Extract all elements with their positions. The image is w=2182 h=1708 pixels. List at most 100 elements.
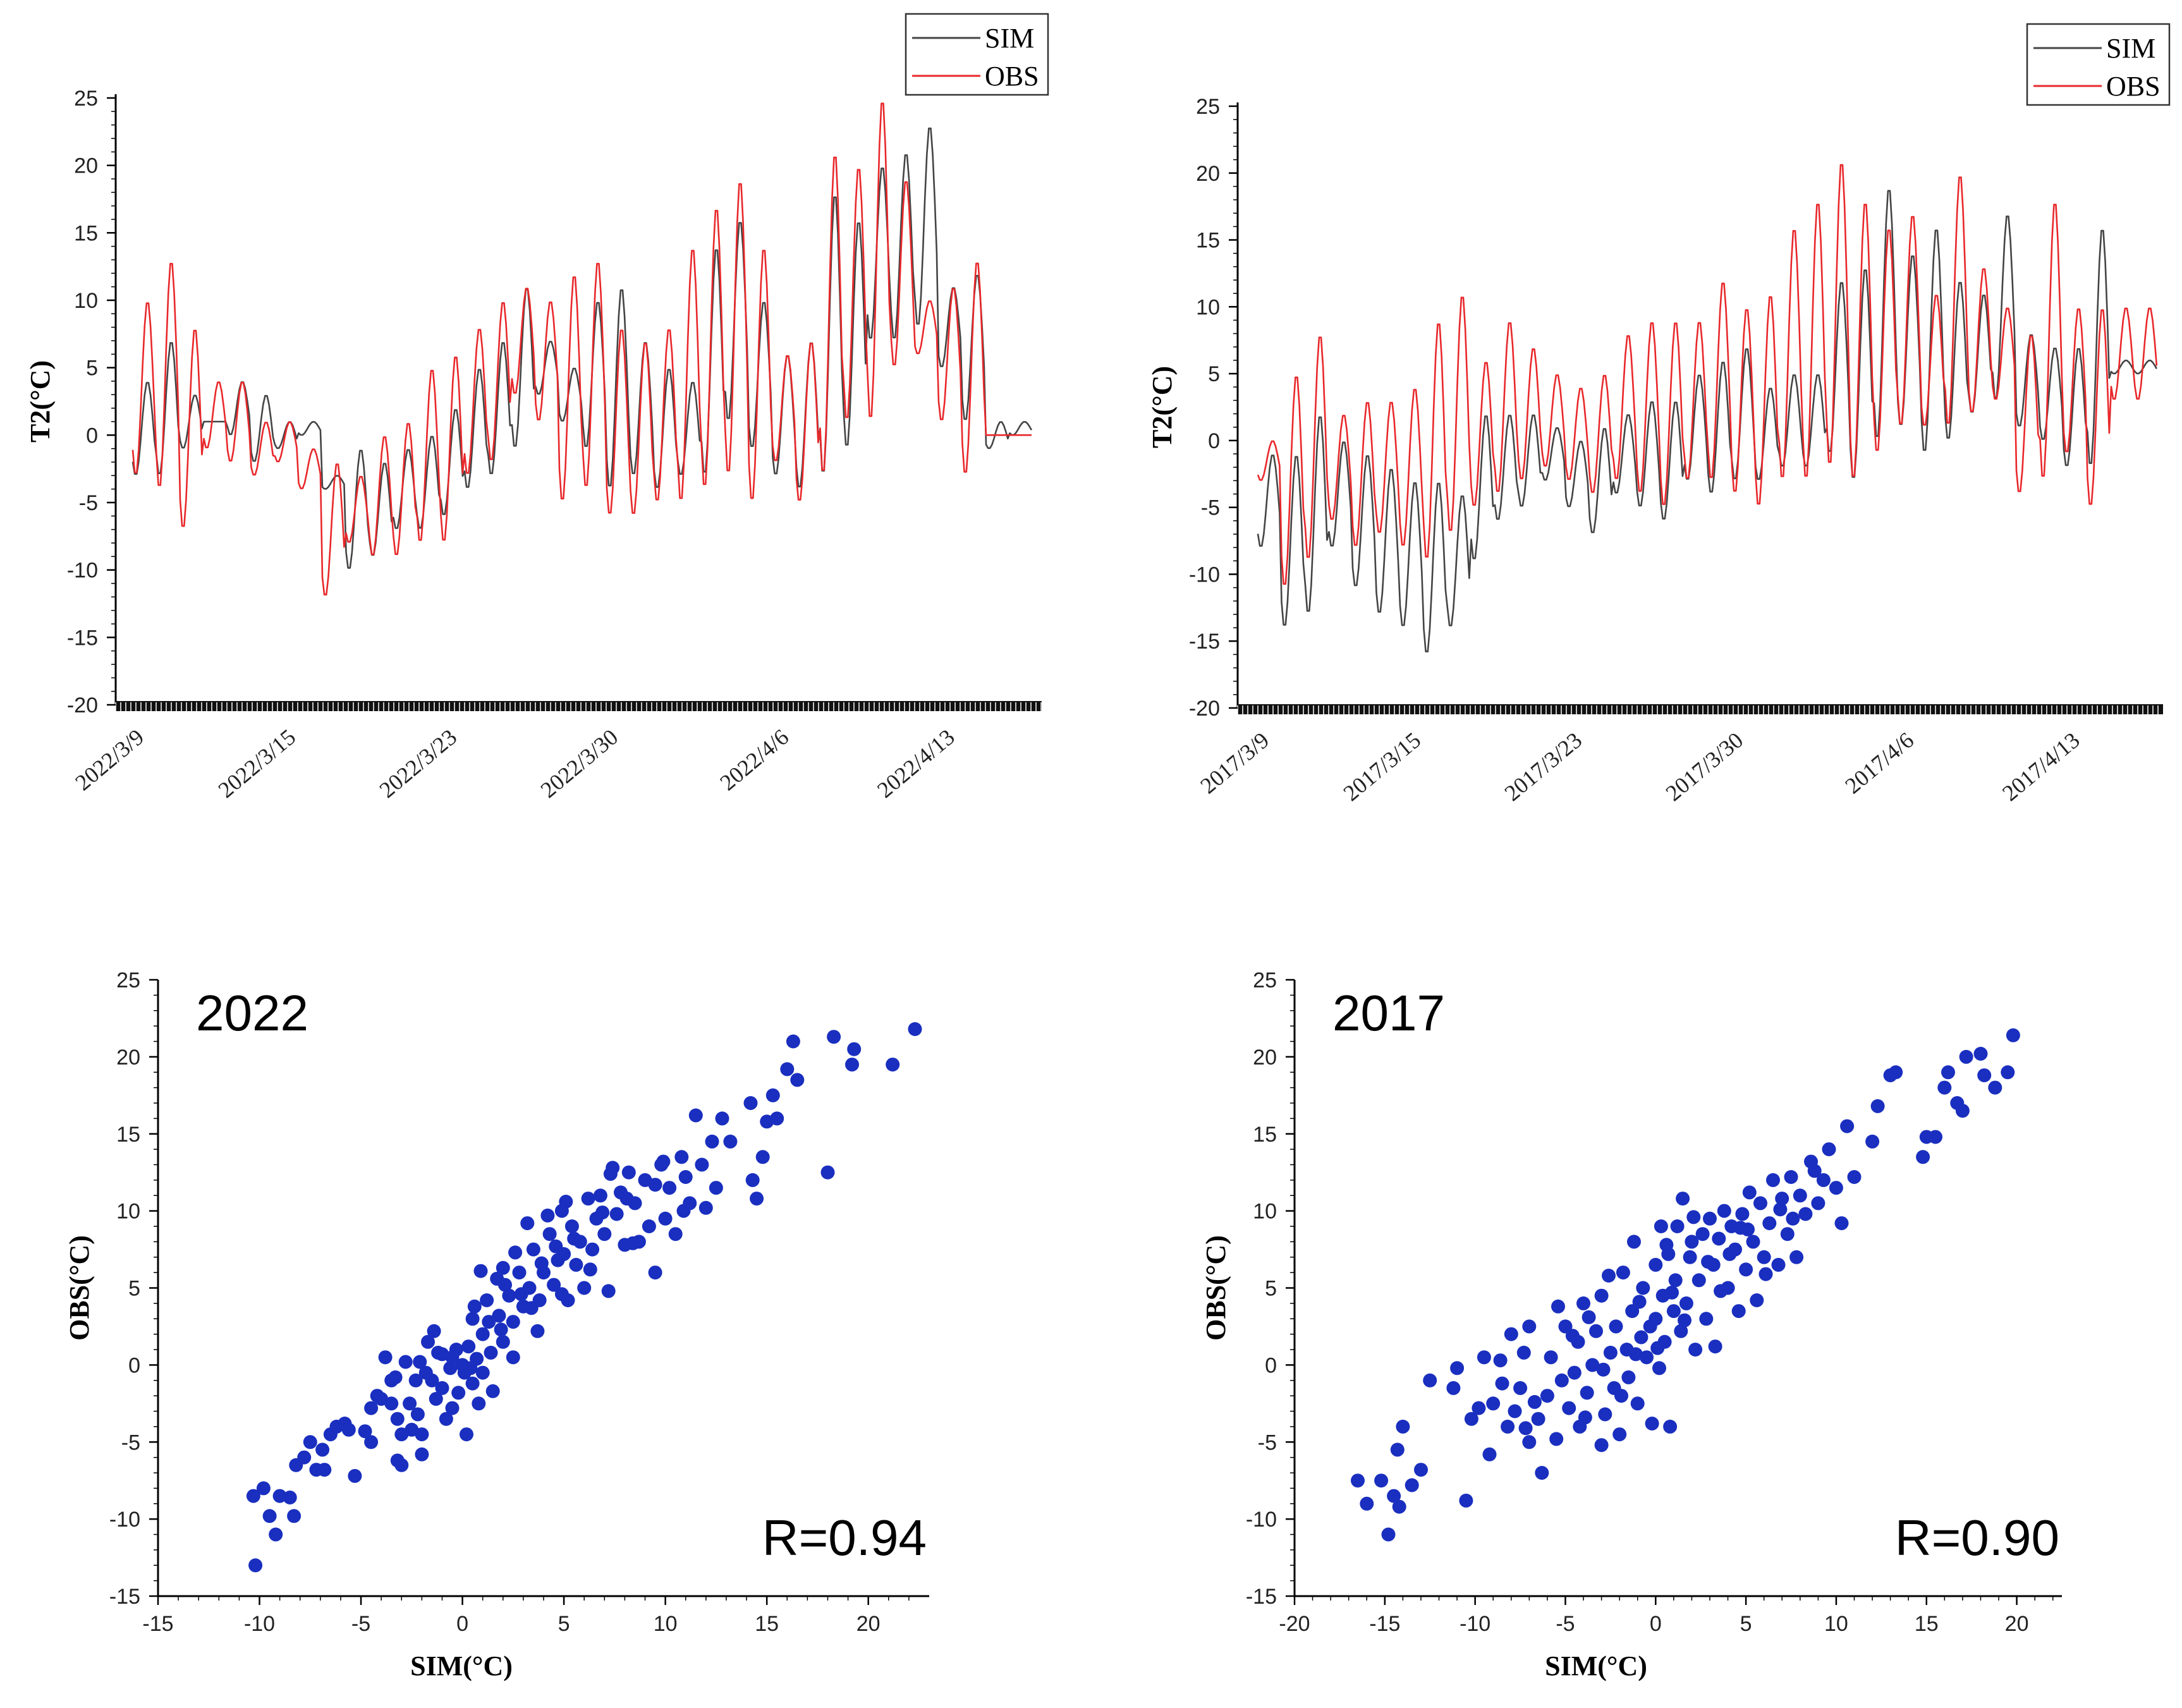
scatter-point	[1516, 1345, 1531, 1360]
scatter-point	[435, 1381, 449, 1395]
y-tick-label: 5	[86, 357, 98, 381]
scatter-point	[425, 1373, 439, 1388]
series-line-sim	[131, 127, 1033, 569]
y-tick-label: 25	[74, 87, 98, 111]
scatter-point	[1659, 1238, 1674, 1252]
scatter-point	[1562, 1401, 1576, 1415]
y-axis-title: OBS(°C)	[64, 1235, 95, 1341]
scatter-point	[908, 1022, 922, 1036]
x-tick-label: 15	[1915, 1612, 1939, 1636]
y-tick-label: 20	[74, 154, 98, 178]
scatter-point	[1977, 1068, 1992, 1083]
scatter-point	[1580, 1386, 1594, 1400]
scatter-point	[364, 1435, 379, 1449]
scatter-point	[1381, 1527, 1396, 1542]
scatter-point	[494, 1322, 508, 1337]
y-tick-label: 20	[1253, 1046, 1277, 1070]
scatter-point	[1518, 1421, 1533, 1436]
x-tick-label: -5	[351, 1612, 370, 1636]
scatter-point	[1554, 1373, 1569, 1388]
scatter-point	[465, 1312, 480, 1326]
scatter-point	[554, 1287, 569, 1302]
scatter-point	[283, 1491, 297, 1504]
scatter-point	[272, 1489, 287, 1503]
scatter-point	[597, 1227, 612, 1241]
scatter-point	[374, 1392, 389, 1406]
scatter-point	[1703, 1211, 1717, 1226]
y-tick-label: -10	[67, 559, 98, 583]
x-axis-dense-ticks	[116, 701, 1042, 711]
scatter-point	[1780, 1227, 1795, 1241]
scatter-point	[2001, 1065, 2015, 1080]
x-tick-label: 10	[654, 1612, 678, 1636]
scatter-point	[496, 1260, 510, 1275]
scatter-point	[1753, 1196, 1767, 1211]
scatter-point	[1634, 1330, 1649, 1345]
scatter-point	[1535, 1466, 1549, 1480]
scatter-point	[1937, 1080, 1952, 1095]
x-tick-label: 0	[1650, 1612, 1662, 1636]
scatter-point	[506, 1315, 520, 1329]
scatter-point	[1847, 1170, 1862, 1184]
y-tick-label: -10	[109, 1508, 140, 1532]
scatter-point	[745, 1173, 760, 1187]
scatter-point	[482, 1315, 496, 1329]
scatter-point	[388, 1370, 403, 1384]
scatter-point	[439, 1412, 453, 1426]
scatter-point	[287, 1509, 302, 1523]
scatter-point	[484, 1345, 498, 1360]
scatter-point	[246, 1489, 260, 1503]
x-tick-label: 5	[558, 1612, 570, 1636]
x-tick-label: 20	[856, 1612, 881, 1636]
y-tick-label: 15	[1253, 1123, 1277, 1147]
y-tick-label: 10	[1253, 1200, 1277, 1224]
scatter-point	[1712, 1231, 1726, 1246]
scatter-point	[512, 1266, 527, 1280]
scatter-point	[676, 1204, 691, 1218]
scatter-point	[530, 1324, 545, 1338]
scatter-point	[534, 1256, 549, 1271]
scatter-point	[1663, 1419, 1678, 1434]
scatter-point	[1621, 1370, 1636, 1384]
scatter-point	[415, 1427, 429, 1442]
scatter-point	[358, 1424, 372, 1439]
scatter-point	[443, 1361, 458, 1376]
scatter-point	[780, 1062, 795, 1077]
scatter-point	[1612, 1427, 1627, 1442]
scatter-point	[1775, 1192, 1789, 1206]
scatter-point	[593, 1188, 607, 1203]
scatter-point	[1602, 1269, 1616, 1283]
x-tick-label: -15	[1369, 1612, 1400, 1636]
scatter-point	[1396, 1419, 1410, 1434]
scatter-point	[1482, 1447, 1497, 1461]
scatter-point	[1701, 1255, 1716, 1269]
scatter-point	[475, 1365, 490, 1380]
scatter-point	[1771, 1257, 1786, 1272]
y-tick-label: 0	[1208, 429, 1220, 453]
y-tick-label: -5	[1201, 496, 1220, 520]
y-tick-label: -20	[67, 693, 98, 717]
scatter-point	[1916, 1150, 1930, 1164]
scatter-point	[520, 1216, 535, 1231]
y-tick-label: 5	[1265, 1277, 1277, 1301]
scatter-point	[1464, 1412, 1478, 1426]
scatter-point	[1688, 1343, 1703, 1357]
scatter-point	[678, 1170, 693, 1184]
scatter-point	[1758, 1267, 1773, 1281]
scatter-point	[1742, 1185, 1757, 1200]
scatter-point	[1784, 1170, 1798, 1184]
scatter-point	[847, 1042, 862, 1056]
y-tick-label: -10	[1246, 1508, 1277, 1532]
scatter-point	[595, 1205, 610, 1220]
scatter-point	[1374, 1473, 1389, 1488]
scatter-point	[1676, 1192, 1690, 1206]
y-tick-label: 10	[1196, 295, 1220, 319]
scatter-point	[705, 1134, 719, 1149]
scatter-point	[1773, 1202, 1788, 1217]
scatter-point	[1973, 1047, 1988, 1061]
scatter-point	[621, 1165, 636, 1180]
scatter-point	[1955, 1104, 1970, 1118]
scatter-point	[1654, 1219, 1668, 1233]
scatter-point	[341, 1422, 356, 1437]
